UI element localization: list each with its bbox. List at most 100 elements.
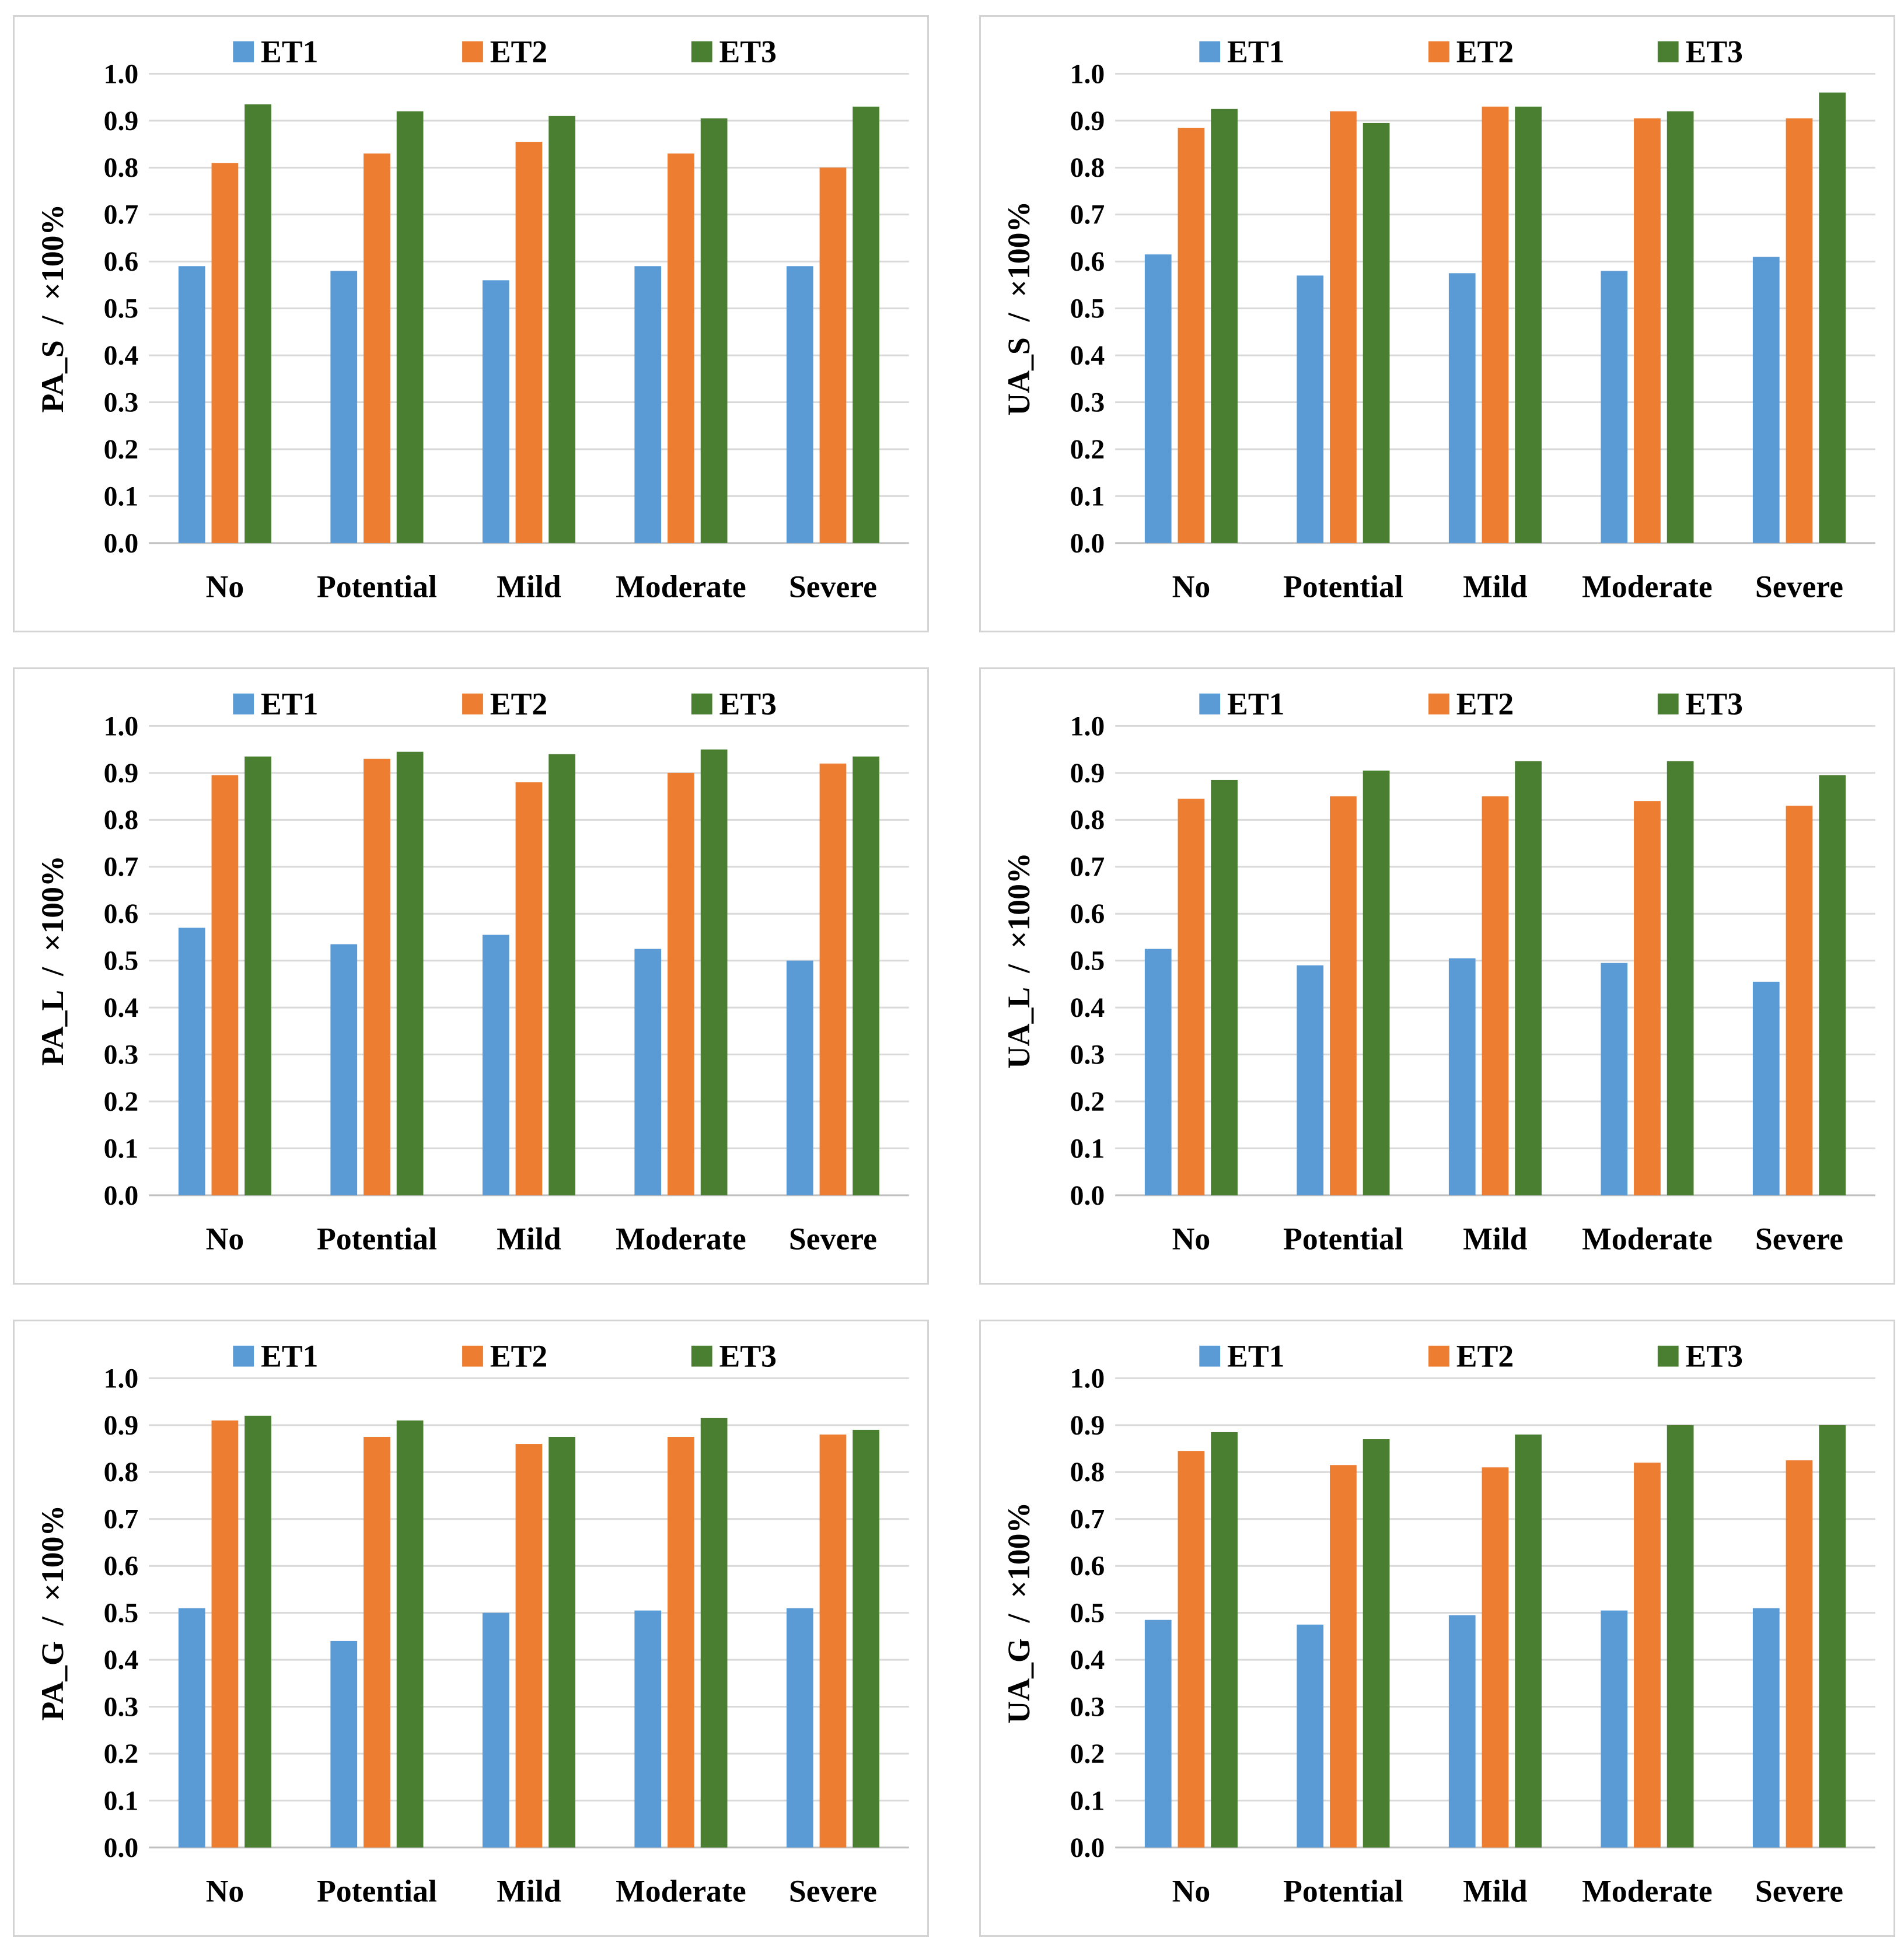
x-category-label: Potential	[1283, 1873, 1403, 1908]
bar-et3-no	[244, 756, 271, 1195]
y-tick-label: 0.8	[1070, 1457, 1105, 1488]
chart-svg: 0.0 0.1 0.2 0.3 0.4 0.5 0.6 0.7 0.8 0.9 1.0 No Poten…	[35, 687, 909, 1256]
bar-et1-potential	[1297, 965, 1324, 1195]
y-tick-label: 0.6	[104, 898, 139, 929]
y-tick-label: 0.2	[1070, 1738, 1105, 1769]
y-tick-label: 0.3	[1070, 1691, 1105, 1722]
legend-swatch-et3	[691, 1345, 712, 1367]
bar-et1-potential	[330, 271, 358, 543]
bar-et3-mild	[549, 1436, 575, 1848]
y-tick-label: 0.5	[1070, 946, 1105, 977]
y-tick-label: 0.7	[1070, 200, 1105, 230]
bar-et3-moderate	[700, 118, 728, 543]
y-tick-label: 0.3	[104, 1691, 139, 1722]
legend-swatch-et3	[1657, 41, 1679, 62]
bar-et2-potential	[364, 758, 390, 1195]
y-tick-label: 0.0	[1070, 1180, 1105, 1211]
bar-et3-severe	[853, 1429, 880, 1848]
x-category-label: Severe	[789, 1873, 877, 1908]
x-category-label: No	[1172, 1873, 1211, 1908]
bar-et2-severe	[819, 1434, 847, 1848]
y-tick-label: 1.0	[1070, 58, 1105, 89]
bar-et3-severe	[1819, 92, 1846, 543]
bar-et2-no	[211, 1420, 239, 1848]
y-tick-label: 0.5	[1070, 1598, 1105, 1629]
legend-label-et3: ET3	[719, 687, 777, 722]
y-tick-label: 0.4	[104, 1645, 139, 1675]
bar-et3-no	[1211, 109, 1238, 543]
legend-label-et1: ET1	[1227, 34, 1284, 69]
legend-swatch-et2	[462, 41, 483, 62]
legend-swatch-et1	[233, 1345, 254, 1367]
y-tick-label: 0.8	[104, 1457, 139, 1488]
chart-svg: 0.0 0.1 0.2 0.3 0.4 0.5 0.6 0.7 0.8 0.9 1.0 No Poten…	[1001, 687, 1875, 1256]
y-tick-label: 0.8	[104, 804, 139, 835]
bar-et2-moderate	[1634, 118, 1661, 543]
bar-et1-moderate	[634, 266, 662, 543]
x-category-label: Moderate	[616, 1221, 746, 1256]
y-tick-label: 0.1	[104, 1133, 139, 1164]
bar-et1-moderate	[1601, 271, 1628, 543]
x-category-label: Mild	[497, 1873, 561, 1908]
y-tick-label: 0.7	[1070, 1504, 1105, 1535]
legend-label-et3: ET3	[1686, 687, 1743, 722]
bar-et2-no	[1178, 799, 1205, 1195]
legend-swatch-et1	[1199, 1345, 1221, 1367]
bar-et1-potential	[1297, 1624, 1324, 1848]
legend-label-et3: ET3	[719, 1339, 777, 1374]
legend-label-et2: ET2	[1456, 687, 1514, 722]
legend-swatch-et2	[1428, 41, 1449, 62]
y-tick-label: 0.7	[104, 852, 139, 883]
bar-et2-no	[211, 775, 239, 1195]
y-tick-label: 0.5	[1070, 293, 1105, 324]
legend-label-et1: ET1	[261, 1339, 318, 1374]
y-tick-label: 0.2	[104, 434, 139, 465]
bar-et3-mild	[549, 116, 575, 543]
y-tick-label: 0.3	[1070, 387, 1105, 418]
legend-label-et3: ET3	[1686, 34, 1743, 69]
x-category-label: Potential	[317, 569, 437, 604]
x-category-label: Moderate	[1582, 1873, 1713, 1908]
bar-et1-potential	[330, 944, 358, 1195]
legend-label-et2: ET2	[490, 1339, 547, 1374]
y-tick-label: 0.6	[1070, 898, 1105, 929]
x-category-label: No	[206, 1221, 244, 1256]
bar-et2-moderate	[1634, 801, 1661, 1195]
x-category-label: Moderate	[616, 569, 746, 604]
bar-et1-severe	[786, 1608, 813, 1848]
y-tick-label: 0.1	[104, 481, 139, 512]
y-tick-label: 1.0	[104, 1363, 139, 1394]
y-tick-label: 0.0	[1070, 528, 1105, 559]
y-tick-label: 0.0	[104, 1180, 139, 1211]
bar-et3-mild	[549, 754, 575, 1195]
legend-label-et2: ET2	[1456, 34, 1514, 69]
x-category-label: No	[1172, 569, 1211, 604]
legend-swatch-et3	[1657, 1345, 1679, 1367]
bar-et3-moderate	[1667, 761, 1694, 1195]
legend-swatch-et1	[1199, 41, 1221, 62]
x-category-label: Severe	[1755, 569, 1843, 604]
y-axis-title: UA_G / ×100%	[1001, 1502, 1036, 1724]
bar-et1-mild	[482, 935, 509, 1195]
bar-et1-severe	[1752, 1608, 1780, 1848]
y-tick-label: 0.0	[104, 1832, 139, 1863]
bar-et3-moderate	[1667, 111, 1694, 543]
bar-et2-mild	[515, 142, 543, 543]
bar-et3-no	[1211, 779, 1238, 1195]
y-tick-label: 0.9	[104, 106, 139, 137]
y-tick-label: 0.5	[104, 293, 139, 324]
y-tick-label: 0.3	[1070, 1039, 1105, 1070]
bar-et1-mild	[1448, 1615, 1476, 1848]
legend-label-et3: ET3	[719, 34, 777, 69]
y-tick-label: 1.0	[1070, 1363, 1105, 1394]
chart-panel-ua-g: 0.0 0.1 0.2 0.3 0.4 0.5 0.6 0.7 0.8 0.9 1.0 No Poten…	[979, 1320, 1895, 1937]
y-tick-label: 1.0	[1070, 711, 1105, 741]
x-category-label: Severe	[789, 1221, 877, 1256]
bar-et1-no	[1144, 1619, 1172, 1848]
bar-et3-severe	[1819, 1425, 1846, 1848]
legend-swatch-et3	[691, 41, 712, 62]
y-tick-label: 0.4	[1070, 1645, 1105, 1675]
x-category-label: Mild	[1463, 1221, 1528, 1256]
bar-et2-moderate	[668, 153, 694, 543]
y-tick-label: 0.1	[1070, 1133, 1105, 1164]
